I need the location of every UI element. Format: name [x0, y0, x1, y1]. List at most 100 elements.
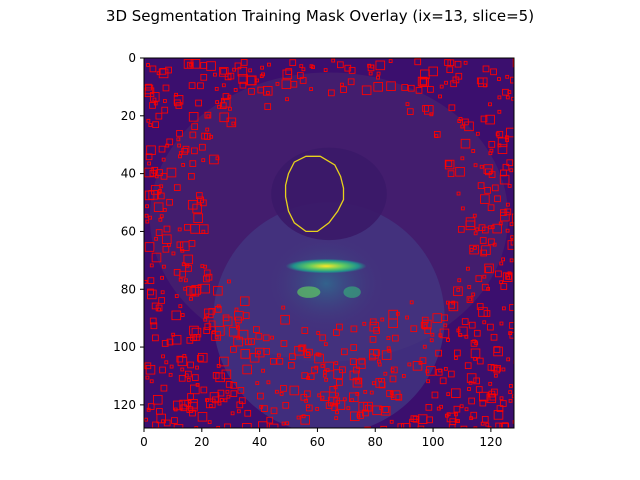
- mask-cell: [182, 145, 190, 153]
- mask-cell: [368, 71, 373, 76]
- mask-cell: [470, 348, 481, 359]
- mask-cell: [171, 334, 182, 345]
- mask-cell: [447, 170, 455, 178]
- mask-cell: [264, 103, 272, 110]
- mask-cell: [225, 381, 233, 388]
- mask-cell: [347, 78, 355, 86]
- mask-cell: [438, 94, 442, 99]
- mask-cell: [358, 357, 366, 365]
- mask-cell: [148, 123, 153, 127]
- mask-cell: [188, 82, 196, 89]
- mask-cell: [460, 138, 471, 149]
- y-tick-label: 80: [121, 282, 136, 296]
- axes-frame: [143, 57, 515, 429]
- mask-cell: [471, 149, 476, 153]
- mask-cell: [303, 390, 311, 398]
- target-contour: [284, 155, 345, 233]
- mask-cell: [363, 389, 368, 394]
- mask-cell: [386, 390, 393, 397]
- mask-cell: [362, 321, 367, 326]
- mask-cell: [511, 213, 514, 224]
- mask-cell: [208, 308, 216, 315]
- mask-cell: [227, 279, 231, 284]
- mask-cell: [149, 263, 154, 268]
- mask-cell: [499, 396, 504, 401]
- mask-cell: [230, 411, 235, 416]
- mask-cell: [461, 318, 469, 325]
- mask-cell: [350, 398, 355, 403]
- mask-cell: [417, 425, 425, 428]
- mask-cell: [174, 294, 179, 298]
- mask-cell: [335, 410, 339, 415]
- mask-cell: [215, 156, 220, 161]
- mask-cell: [377, 359, 381, 364]
- mask-cell: [195, 365, 199, 370]
- mask-cell: [356, 378, 361, 383]
- mask-cell: [274, 389, 279, 394]
- mask-cell: [162, 99, 167, 103]
- mask-cell: [485, 266, 492, 273]
- mask-cell: [228, 326, 239, 337]
- mask-cell: [222, 314, 230, 322]
- mask-cell: [439, 84, 444, 89]
- mask-cell: [309, 87, 313, 91]
- mask-cell: [201, 158, 206, 163]
- mask-cell: [285, 97, 289, 102]
- mask-cell: [237, 66, 248, 77]
- mask-cell: [149, 169, 157, 177]
- mask-cell: [281, 421, 286, 426]
- mask-cell: [501, 306, 506, 311]
- mask-cell: [311, 65, 315, 70]
- mask-cell: [227, 94, 232, 99]
- mask-cell: [509, 384, 513, 388]
- mask-cell: [320, 395, 325, 400]
- training-mask-contour: [144, 58, 514, 428]
- mask-cell: [289, 59, 297, 66]
- mask-cell: [207, 420, 212, 425]
- mask-cell: [144, 362, 152, 370]
- mask-cell: [386, 336, 391, 340]
- mask-cell: [206, 61, 216, 71]
- mask-cell: [280, 385, 287, 392]
- mask-cell: [477, 77, 488, 88]
- mask-cell: [331, 404, 339, 411]
- mask-cell: [192, 203, 202, 214]
- mask-cell: [331, 58, 336, 63]
- mask-cell: [248, 338, 255, 345]
- mask-cell: [478, 224, 486, 232]
- mask-cell: [499, 261, 504, 266]
- mask-cell: [200, 199, 207, 207]
- mask-cell: [281, 79, 292, 90]
- mask-cell: [177, 227, 182, 232]
- mask-cell: [475, 386, 483, 393]
- mask-cell: [501, 367, 506, 372]
- mask-cell: [476, 357, 484, 365]
- mask-cell: [201, 132, 208, 140]
- mask-cell: [158, 68, 169, 79]
- mask-cell: [230, 381, 238, 389]
- mask-cell: [483, 310, 491, 317]
- mask-cell: [329, 385, 337, 393]
- mask-cell: [328, 89, 335, 97]
- mask-cell: [508, 390, 513, 395]
- mask-cell: [180, 248, 185, 253]
- mask-cell: [333, 369, 343, 379]
- mask-cell: [190, 384, 200, 395]
- mask-cell: [502, 272, 513, 282]
- mask-cell: [446, 412, 457, 423]
- mask-cell: [154, 236, 158, 241]
- mask-cell: [160, 290, 165, 295]
- mask-cell: [492, 223, 503, 234]
- mask-cell: [213, 285, 223, 296]
- mask-cell: [166, 138, 174, 146]
- mask-cell: [218, 67, 229, 77]
- mask-cell: [466, 266, 470, 271]
- mask-cell: [149, 317, 157, 325]
- mask-cell: [151, 302, 159, 310]
- mask-cell: [195, 99, 202, 107]
- mask-cell: [205, 398, 209, 402]
- mask-cell: [369, 321, 380, 332]
- mask-cell: [439, 328, 450, 339]
- mask-cell: [425, 404, 433, 411]
- mask-cell: [439, 377, 447, 385]
